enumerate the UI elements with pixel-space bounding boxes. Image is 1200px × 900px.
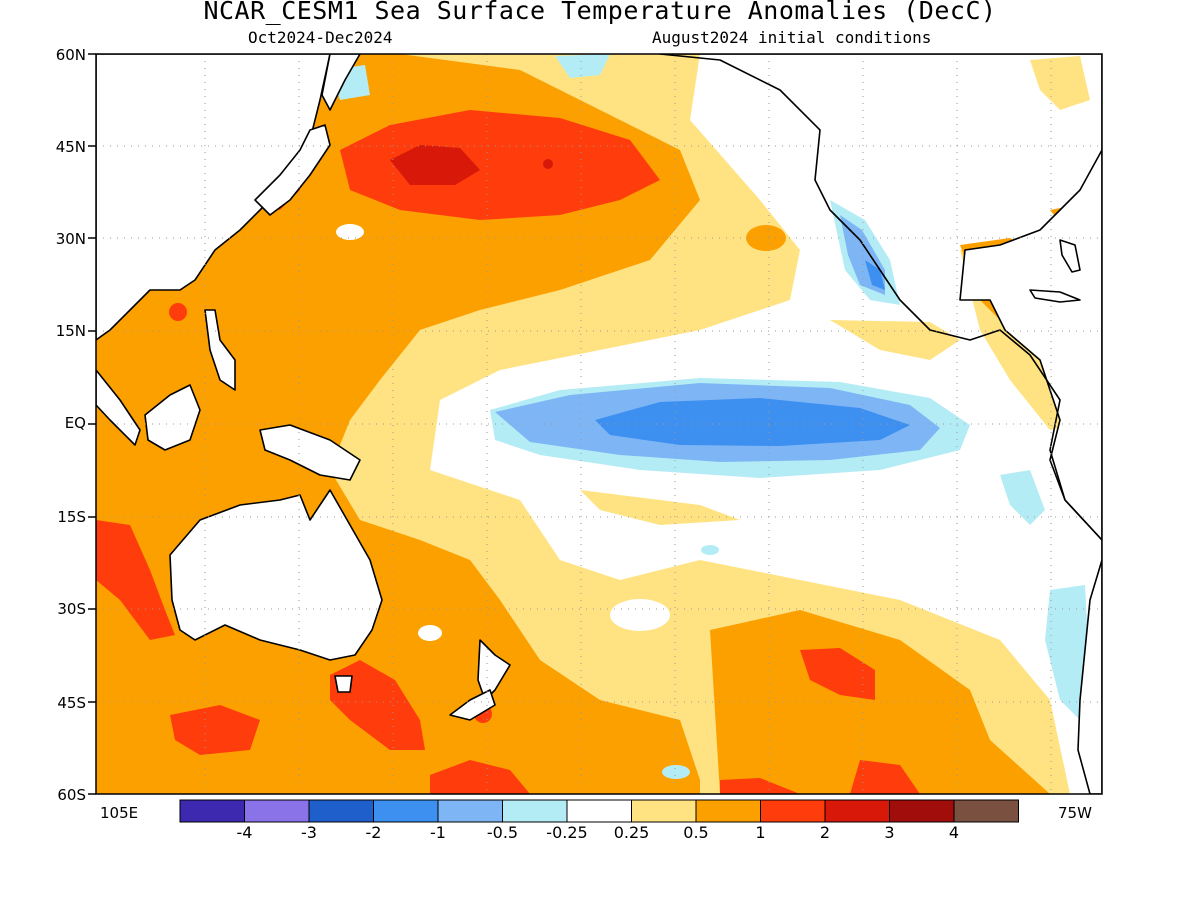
colorbar-swatch [244, 799, 310, 823]
colorbar-swatch [502, 799, 568, 823]
australia-outline [169, 489, 383, 661]
lat-label-45n: 45N [55, 138, 86, 156]
colorbar-tick-label: -4 [236, 823, 253, 842]
colorbar [179, 799, 1019, 823]
lat-label-45s: 45S [57, 694, 86, 712]
colorbar-tick-label: 4 [948, 823, 960, 842]
colorbar-swatch [953, 799, 1019, 823]
borneo-outline [144, 384, 201, 451]
colorbar-swatch [631, 799, 697, 823]
colorbar-swatch [308, 799, 374, 823]
lat-label-30n: 30N [55, 230, 86, 248]
lat-label-60s: 60S [57, 786, 86, 804]
japan-outline [254, 124, 331, 216]
colorbar-swatch [566, 799, 632, 823]
colorbar-swatch [437, 799, 503, 823]
colorbar-swatch [695, 799, 761, 823]
colorbar-swatch [889, 799, 955, 823]
new-guinea-outline [259, 424, 361, 481]
colorbar-swatch [760, 799, 826, 823]
initial-conditions: August2024 initial conditions [652, 28, 932, 47]
kamchatka-outline [321, 54, 361, 111]
philippines-outline [204, 309, 236, 391]
anomaly-field [96, 54, 1102, 794]
lat-label-15s: 15S [57, 508, 86, 526]
graticule-grid [96, 54, 1102, 794]
florida-outline [1059, 239, 1081, 273]
north-america-west-coast [659, 54, 1102, 541]
anomaly-negative-regions [330, 54, 1102, 779]
south-america-outline [1077, 539, 1102, 794]
colorbar-tick-label: 2 [819, 823, 831, 842]
tasmania-outline [334, 675, 353, 693]
colorbar-tick-label: 3 [884, 823, 895, 842]
forecast-period: Oct2024-Dec2024 [248, 28, 393, 47]
asia-outline [96, 54, 331, 341]
new-zealand-north-outline [477, 639, 511, 701]
colorbar-swatch [179, 799, 245, 823]
sumatra-outline [96, 369, 141, 446]
colorbar-swatch [373, 799, 439, 823]
chart-title: NCAR_CESM1 Sea Surface Temperature Anoma… [203, 0, 997, 25]
colorbar-tick-label: -0.5 [486, 823, 519, 842]
lat-label-60n: 60N [55, 46, 86, 64]
colorbar-tick-label: -0.25 [546, 823, 588, 842]
lon-label-75w: 75W [1058, 804, 1092, 822]
colorbar-tick-label: -3 [301, 823, 317, 842]
lat-label-15n: 15N [55, 322, 86, 340]
cuba-outline [1029, 289, 1081, 303]
colorbar-tick-label: -1 [430, 823, 446, 842]
lat-label-eq: EQ [64, 414, 86, 432]
continent-outlines [96, 54, 1102, 794]
colorbar-tick-label: 0.5 [683, 823, 709, 842]
lon-label-105e: 105E [100, 804, 139, 822]
colorbar-tick-label: -2 [365, 823, 382, 842]
lat-label-30s: 30S [57, 600, 86, 618]
colorbar-swatch [824, 799, 890, 823]
anomaly-2-regions [390, 145, 553, 185]
lat-ticks [88, 53, 96, 795]
colorbar-tick-label: 1 [755, 823, 766, 842]
colorbar-tick-label: 0.25 [613, 823, 650, 842]
